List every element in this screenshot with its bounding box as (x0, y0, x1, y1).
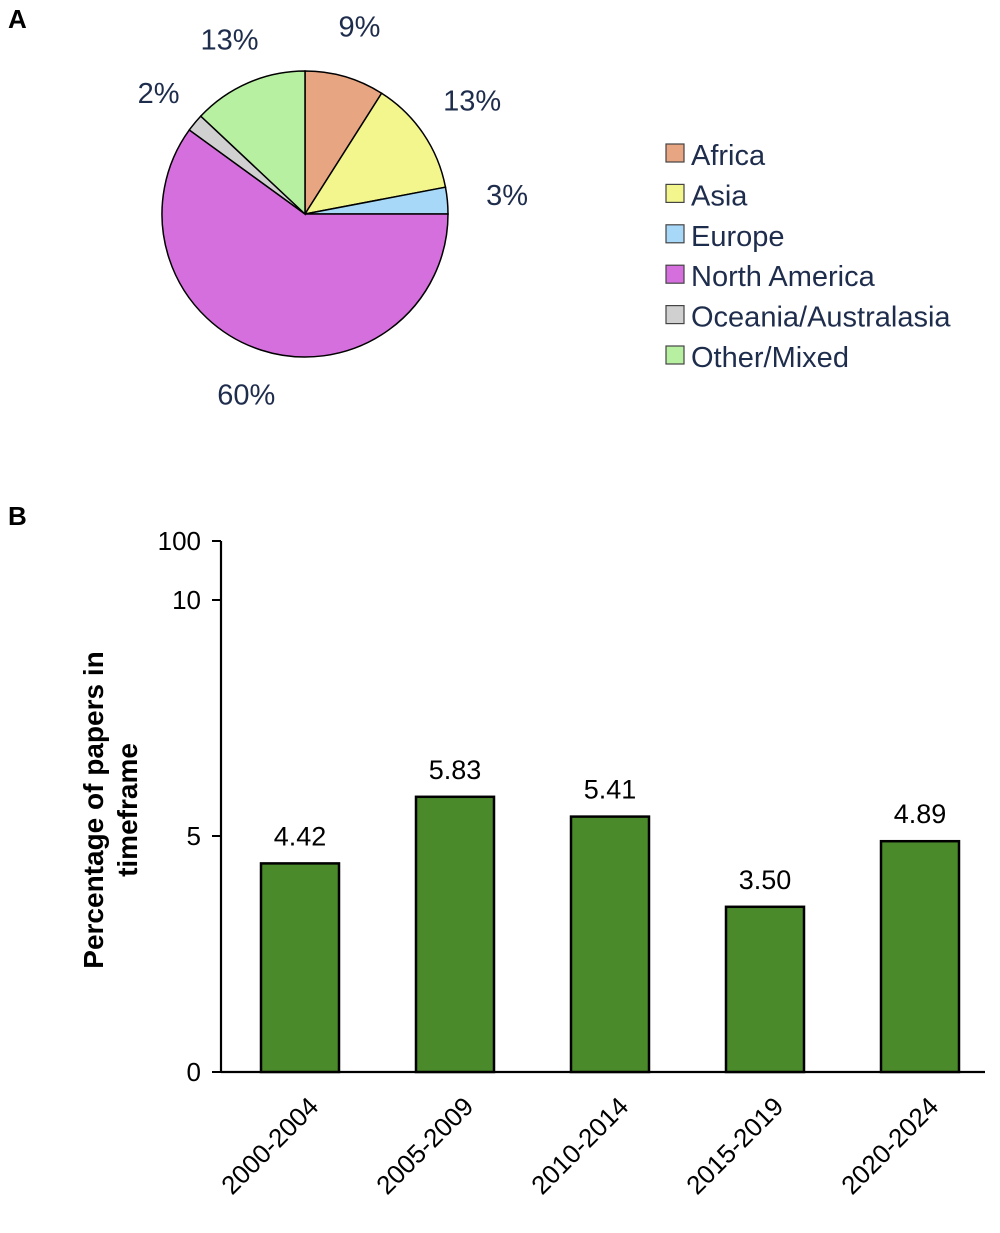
bar-2020-2024 (879, 839, 961, 1074)
x-tick-label-2020-2024: 2020-2024 (835, 1091, 944, 1200)
panel-a: A 9% 13% 3% 60% 2% 13% Africa Asia Europe North … (8, 4, 951, 412)
y-axis-label-line2: timeframe (112, 743, 143, 877)
bar-value-2005-2009: 5.83 (429, 755, 482, 785)
pie-slice-north-america (161, 128, 449, 358)
y-axis-label-line1: Percentage of papers in (78, 651, 109, 968)
pie-labels: 9% 13% 3% 60% 2% 13% (138, 12, 528, 412)
legend-item-africa: Africa (665, 140, 766, 172)
pie-slice-africa (304, 70, 383, 217)
panel-b: B 0 5 10 100 4.42 5.83 5.41 3.50 4.89 2000-2004… (8, 501, 985, 1200)
legend-item-north-america: North America (665, 261, 876, 293)
pie-label-north-america: 60% (217, 380, 275, 412)
y-tick-label-5: 5 (187, 821, 201, 851)
panel-a-letter: A (8, 4, 27, 34)
legend-label-north-america: North America (691, 261, 876, 293)
x-tick-label-2005-2009: 2005-2009 (370, 1091, 479, 1200)
bar-2015-2019 (724, 905, 806, 1074)
bar-categories: 2000-2004 2005-2009 2010-2014 2015-2019 2020… (215, 1091, 944, 1200)
legend-swatch-europe (665, 224, 685, 244)
bar-2005-2009 (414, 795, 496, 1074)
y-axis-label: Percentage of papers in timeframe (78, 651, 143, 968)
y-tick-label-100: 100 (158, 526, 201, 556)
x-tick-label-2010-2014: 2010-2014 (525, 1091, 634, 1200)
legend-swatch-oceania-australasia (665, 305, 685, 325)
x-tick-label-2000-2004: 2000-2004 (215, 1091, 324, 1200)
legend-label-oceania-australasia: Oceania/Australasia (691, 302, 951, 334)
legend-item-europe: Europe (665, 221, 785, 253)
legend-label-africa: Africa (691, 140, 766, 172)
bar-value-labels: 4.42 5.83 5.41 3.50 4.89 (274, 755, 947, 895)
pie-legend: Africa Asia Europe North America Oceania/Aus… (665, 140, 951, 374)
y-tick-label-10: 10 (172, 585, 201, 615)
bar-bars (259, 795, 961, 1074)
bar-value-2010-2014: 5.41 (584, 775, 637, 805)
legend-label-europe: Europe (691, 221, 785, 253)
legend-label-other-mixed: Other/Mixed (691, 342, 849, 374)
legend-item-oceania-australasia: Oceania/Australasia (665, 302, 951, 334)
y-tick-label-0: 0 (187, 1057, 201, 1087)
legend-swatch-africa (665, 143, 685, 163)
pie-slices (161, 70, 449, 358)
legend-swatch-north-america (665, 264, 685, 284)
x-tick-label-2015-2019: 2015-2019 (680, 1091, 789, 1200)
legend-label-asia: Asia (691, 180, 748, 212)
legend-item-other-mixed: Other/Mixed (665, 342, 849, 374)
bar-2010-2014 (569, 815, 651, 1074)
bar-value-2000-2004: 4.42 (274, 821, 327, 851)
panel-b-letter: B (8, 501, 27, 531)
legend-swatch-asia (665, 183, 685, 203)
bar-value-2015-2019: 3.50 (739, 865, 792, 895)
bar-2000-2004 (259, 862, 341, 1074)
pie-label-europe: 3% (486, 180, 528, 212)
pie-label-oceania-australasia: 2% (138, 78, 180, 110)
legend-item-asia: Asia (665, 180, 748, 212)
pie-label-asia: 13% (443, 86, 501, 118)
pie-slice-asia (303, 92, 447, 216)
bar-value-2020-2024: 4.89 (894, 799, 947, 829)
pie-slice-other-mixed (199, 70, 306, 216)
legend-swatch-other-mixed (665, 345, 685, 365)
pie-label-africa: 9% (338, 12, 380, 44)
pie-label-other-mixed: 13% (200, 25, 258, 57)
